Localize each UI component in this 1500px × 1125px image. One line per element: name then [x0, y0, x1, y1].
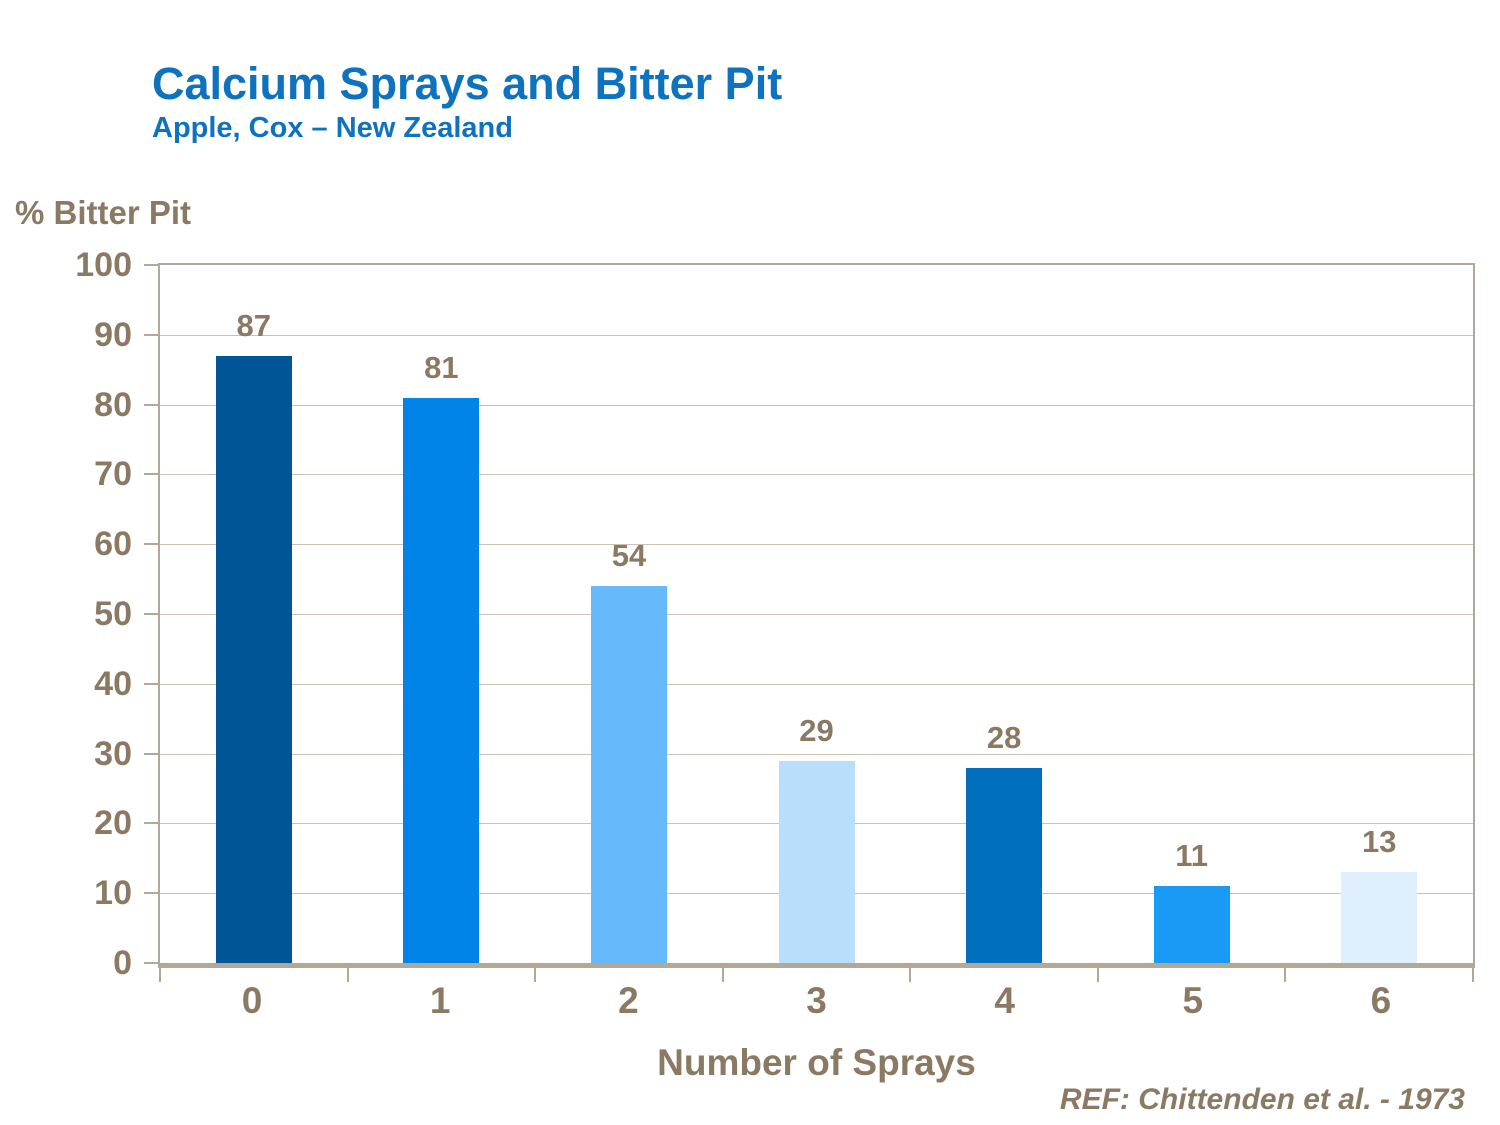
y-tick-mark: [144, 962, 158, 964]
chart-subtitle: Apple, Cox – New Zealand: [152, 112, 513, 144]
category-cell: 29: [723, 265, 911, 963]
x-tick-label: 1: [429, 980, 451, 1021]
bar-value-label: 81: [424, 350, 459, 385]
x-tick-label: 5: [1182, 980, 1204, 1021]
y-axis-title: % Bitter Pit: [15, 194, 192, 231]
y-tick-label: 50: [94, 595, 132, 633]
bar: [966, 768, 1043, 963]
bar: [778, 761, 855, 963]
y-tick-label: 60: [94, 525, 132, 564]
y-tick-label: 30: [94, 734, 132, 773]
gridline: [160, 334, 1473, 336]
y-tick-mark: [144, 403, 158, 406]
bars-row: 87 81 54 29 28 11 13: [160, 265, 1473, 963]
x-tick-label: 0: [241, 980, 263, 1021]
y-tick-mark: [144, 543, 158, 546]
y-tick-label: 80: [94, 385, 132, 424]
y-tick-mark: [144, 264, 158, 266]
category-cell: 81: [348, 265, 536, 963]
bar-value-label: 28: [986, 720, 1022, 755]
x-tick-labels: 0 1 2 3 4 5 6: [158, 980, 1475, 1022]
bar: [1341, 872, 1418, 963]
y-tick-label: 100: [75, 246, 132, 284]
gridline: [160, 474, 1473, 476]
gridline: [160, 544, 1473, 546]
x-tick-mark: [1472, 968, 1474, 982]
chart-title: Calcium Sprays and Bitter Pit: [152, 58, 783, 109]
x-tick-mark: [1284, 968, 1287, 982]
gridline: [160, 683, 1473, 685]
category-cell: 87: [160, 265, 348, 963]
x-tick-mark: [909, 968, 912, 982]
y-tick-mark: [144, 752, 158, 755]
bar-value-label: 29: [799, 713, 834, 748]
category-cell: 13: [1285, 265, 1473, 963]
x-tick-label: 3: [806, 980, 827, 1021]
y-tick-label: 90: [94, 315, 132, 354]
y-tick-mark: [144, 822, 158, 825]
category-cell: 11: [1098, 265, 1286, 963]
y-tick-label: 20: [94, 804, 132, 843]
y-tick-mark: [144, 333, 158, 336]
y-tick-label: 0: [113, 944, 132, 982]
x-tick-mark: [721, 968, 724, 982]
bar: [590, 586, 667, 963]
x-tick-label: 2: [618, 980, 639, 1021]
x-tick-mark: [346, 968, 349, 982]
bar-value-label: 11: [1175, 838, 1209, 873]
category-cell: 28: [910, 265, 1098, 963]
reference-note: REF: Chittenden et al. - 1973: [1059, 1083, 1465, 1116]
bar-value-label: 87: [236, 308, 272, 343]
y-tick-mark: [144, 613, 158, 615]
bar: [403, 398, 480, 963]
bar-value-label: 13: [1362, 824, 1397, 859]
plot-area: 87 81 54 29 28 11 13: [144, 263, 1475, 982]
x-tick-label: 6: [1370, 980, 1392, 1021]
y-tick-labels: 100 90 80 70 60 50 40 30 20 10 0: [20, 246, 132, 982]
gridline: [160, 404, 1473, 406]
x-tick-mark: [1096, 968, 1099, 982]
x-axis-title: Number of Sprays: [657, 1042, 976, 1083]
bar-value-label: 54: [611, 538, 647, 573]
x-tick-label: 4: [994, 980, 1015, 1021]
bar: [215, 356, 292, 963]
category-cell: 54: [535, 265, 723, 963]
y-tick-label: 70: [94, 455, 132, 494]
y-tick-label: 10: [94, 874, 132, 913]
y-tick-mark: [144, 473, 158, 476]
x-tick-mark: [534, 968, 537, 982]
y-tick-mark: [144, 682, 158, 685]
y-tick-mark: [144, 892, 158, 895]
x-tick-mark: [159, 968, 161, 982]
y-tick-label: 40: [94, 664, 132, 703]
gridline: [160, 614, 1473, 615]
bar: [1153, 886, 1230, 963]
gridline: [160, 753, 1473, 755]
